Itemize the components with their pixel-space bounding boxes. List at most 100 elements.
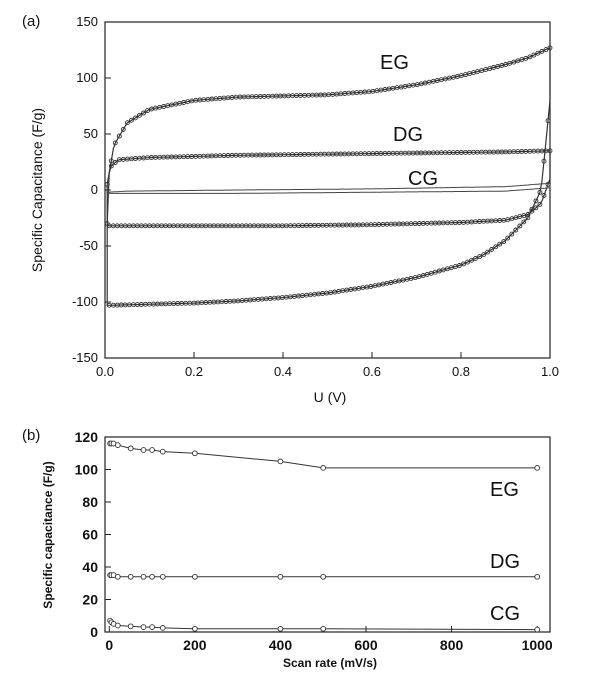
b-point-dg — [534, 573, 541, 580]
b-point-cg — [192, 625, 198, 632]
a-y-tick-label: 0 — [91, 182, 98, 197]
b-point-eg — [277, 458, 284, 465]
b-point-eg — [114, 442, 121, 448]
panel-a-y-axis-title: Specific Capacitance (F/g) — [29, 108, 45, 272]
a-point-dg — [525, 212, 531, 217]
a-point-eg — [547, 45, 553, 51]
a-x-tick-label: 0.6 — [363, 364, 381, 379]
b-x-tick-label: 400 — [269, 637, 293, 653]
b-point-cg — [159, 625, 166, 631]
panel-b-x-axis-title: Scan rate (mV/s) — [283, 656, 377, 670]
a-point-eg — [145, 108, 150, 114]
a-x-tick-label: 0.0 — [96, 364, 114, 379]
a-y-tick-label: 100 — [76, 70, 98, 85]
a-point-eg — [469, 257, 474, 263]
a-point-eg — [108, 158, 114, 164]
panel-b-label: (b) — [22, 427, 40, 444]
a-point-eg — [473, 256, 478, 261]
panel-a-label-cg: CG — [408, 168, 438, 190]
a-point-dg — [533, 205, 539, 211]
a-point-eg — [112, 140, 118, 146]
a-point-dg — [537, 201, 543, 207]
b-point-dg — [140, 573, 147, 580]
b-y-tick-label: 40 — [82, 559, 98, 575]
a-curve-eg — [106, 46, 551, 307]
b-x-tick-label: 1000 — [522, 637, 553, 653]
b-y-tick-label: 100 — [75, 462, 99, 478]
b-point-dg — [159, 573, 166, 580]
panel-b-series — [107, 440, 541, 633]
a-y-tick-label: 150 — [76, 14, 98, 29]
panel-b-y-axis-title: Specific capacitance (F/g) — [41, 461, 55, 608]
b-point-cg — [149, 624, 155, 630]
b-point-eg — [534, 465, 541, 471]
a-point-eg — [465, 259, 470, 265]
b-point-cg — [140, 624, 147, 630]
a-point-dg — [547, 148, 553, 154]
panel-a-y-ticks: 150 100 50 0 -50 -100 -150 — [72, 14, 111, 365]
a-point-eg — [525, 215, 531, 221]
panel-a: (a) 0.0 0.2 0.4 0.6 0.8 1.0 150 100 50 0 -50 -100 -… — [22, 13, 559, 405]
a-point-eg — [481, 252, 487, 258]
a-point-eg — [539, 48, 545, 54]
b-point-eg — [320, 465, 327, 471]
b-point-dg — [149, 573, 155, 580]
a-point-eg — [501, 239, 507, 245]
b-series-eg — [107, 440, 541, 471]
b-point-cg — [277, 625, 284, 632]
panel-a-x-ticks: 0.0 0.2 0.4 0.6 0.8 1.0 — [96, 352, 559, 379]
a-point-dg — [529, 208, 535, 214]
b-y-tick-label: 80 — [82, 494, 98, 510]
a-x-tick-label: 1.0 — [541, 364, 559, 379]
panel-b-y-ticks: 120 100 80 60 40 20 0 — [75, 429, 111, 640]
a-y-tick-label: -100 — [72, 294, 98, 309]
a-series-dg — [104, 148, 553, 229]
a-curve-cg — [106, 182, 551, 194]
a-point-dg — [112, 160, 118, 165]
b-point-eg — [127, 445, 134, 452]
a-point-eg — [128, 117, 134, 123]
b-point-dg — [114, 573, 121, 580]
a-point-eg — [477, 254, 483, 260]
panel-b-x-ticks: 0 200 400 600 800 1000 — [105, 626, 553, 653]
a-point-eg — [509, 231, 515, 237]
a-point-eg — [531, 52, 537, 58]
b-line-eg — [110, 443, 538, 469]
a-point-eg — [493, 244, 499, 250]
a-point-eg — [120, 126, 126, 132]
b-point-eg — [159, 448, 166, 455]
panel-b-label-dg: DG — [490, 551, 520, 573]
b-series-cg — [107, 617, 541, 633]
b-series-dg — [107, 572, 541, 580]
b-point-cg — [320, 625, 327, 632]
panel-b-label-cg: CG — [490, 603, 520, 625]
b-point-cg — [534, 626, 541, 633]
a-series-cg — [106, 182, 551, 194]
a-point-dg — [541, 193, 547, 198]
b-point-cg — [114, 622, 121, 629]
b-point-eg — [140, 447, 147, 453]
b-point-dg — [277, 573, 284, 580]
a-point-eg — [141, 110, 146, 116]
a-point-eg — [521, 219, 527, 225]
b-point-dg — [192, 573, 198, 580]
panel-a-label-dg: DG — [393, 124, 423, 146]
a-point-eg — [116, 133, 122, 139]
a-point-dg — [108, 163, 114, 169]
a-point-eg — [533, 198, 539, 204]
a-point-eg — [456, 263, 462, 268]
a-point-eg — [513, 227, 519, 233]
a-curve-dg — [106, 150, 551, 227]
panel-a-x-axis-title: U (V) — [314, 389, 347, 405]
panel-b-frame — [104, 436, 551, 633]
b-point-dg — [127, 573, 134, 580]
b-point-eg — [149, 447, 155, 453]
a-point-eg — [545, 118, 551, 124]
a-point-eg — [489, 247, 495, 252]
a-y-tick-label: 50 — [84, 126, 98, 141]
a-point-eg — [517, 223, 523, 229]
a-point-eg — [541, 158, 547, 164]
b-x-tick-label: 200 — [183, 637, 207, 653]
